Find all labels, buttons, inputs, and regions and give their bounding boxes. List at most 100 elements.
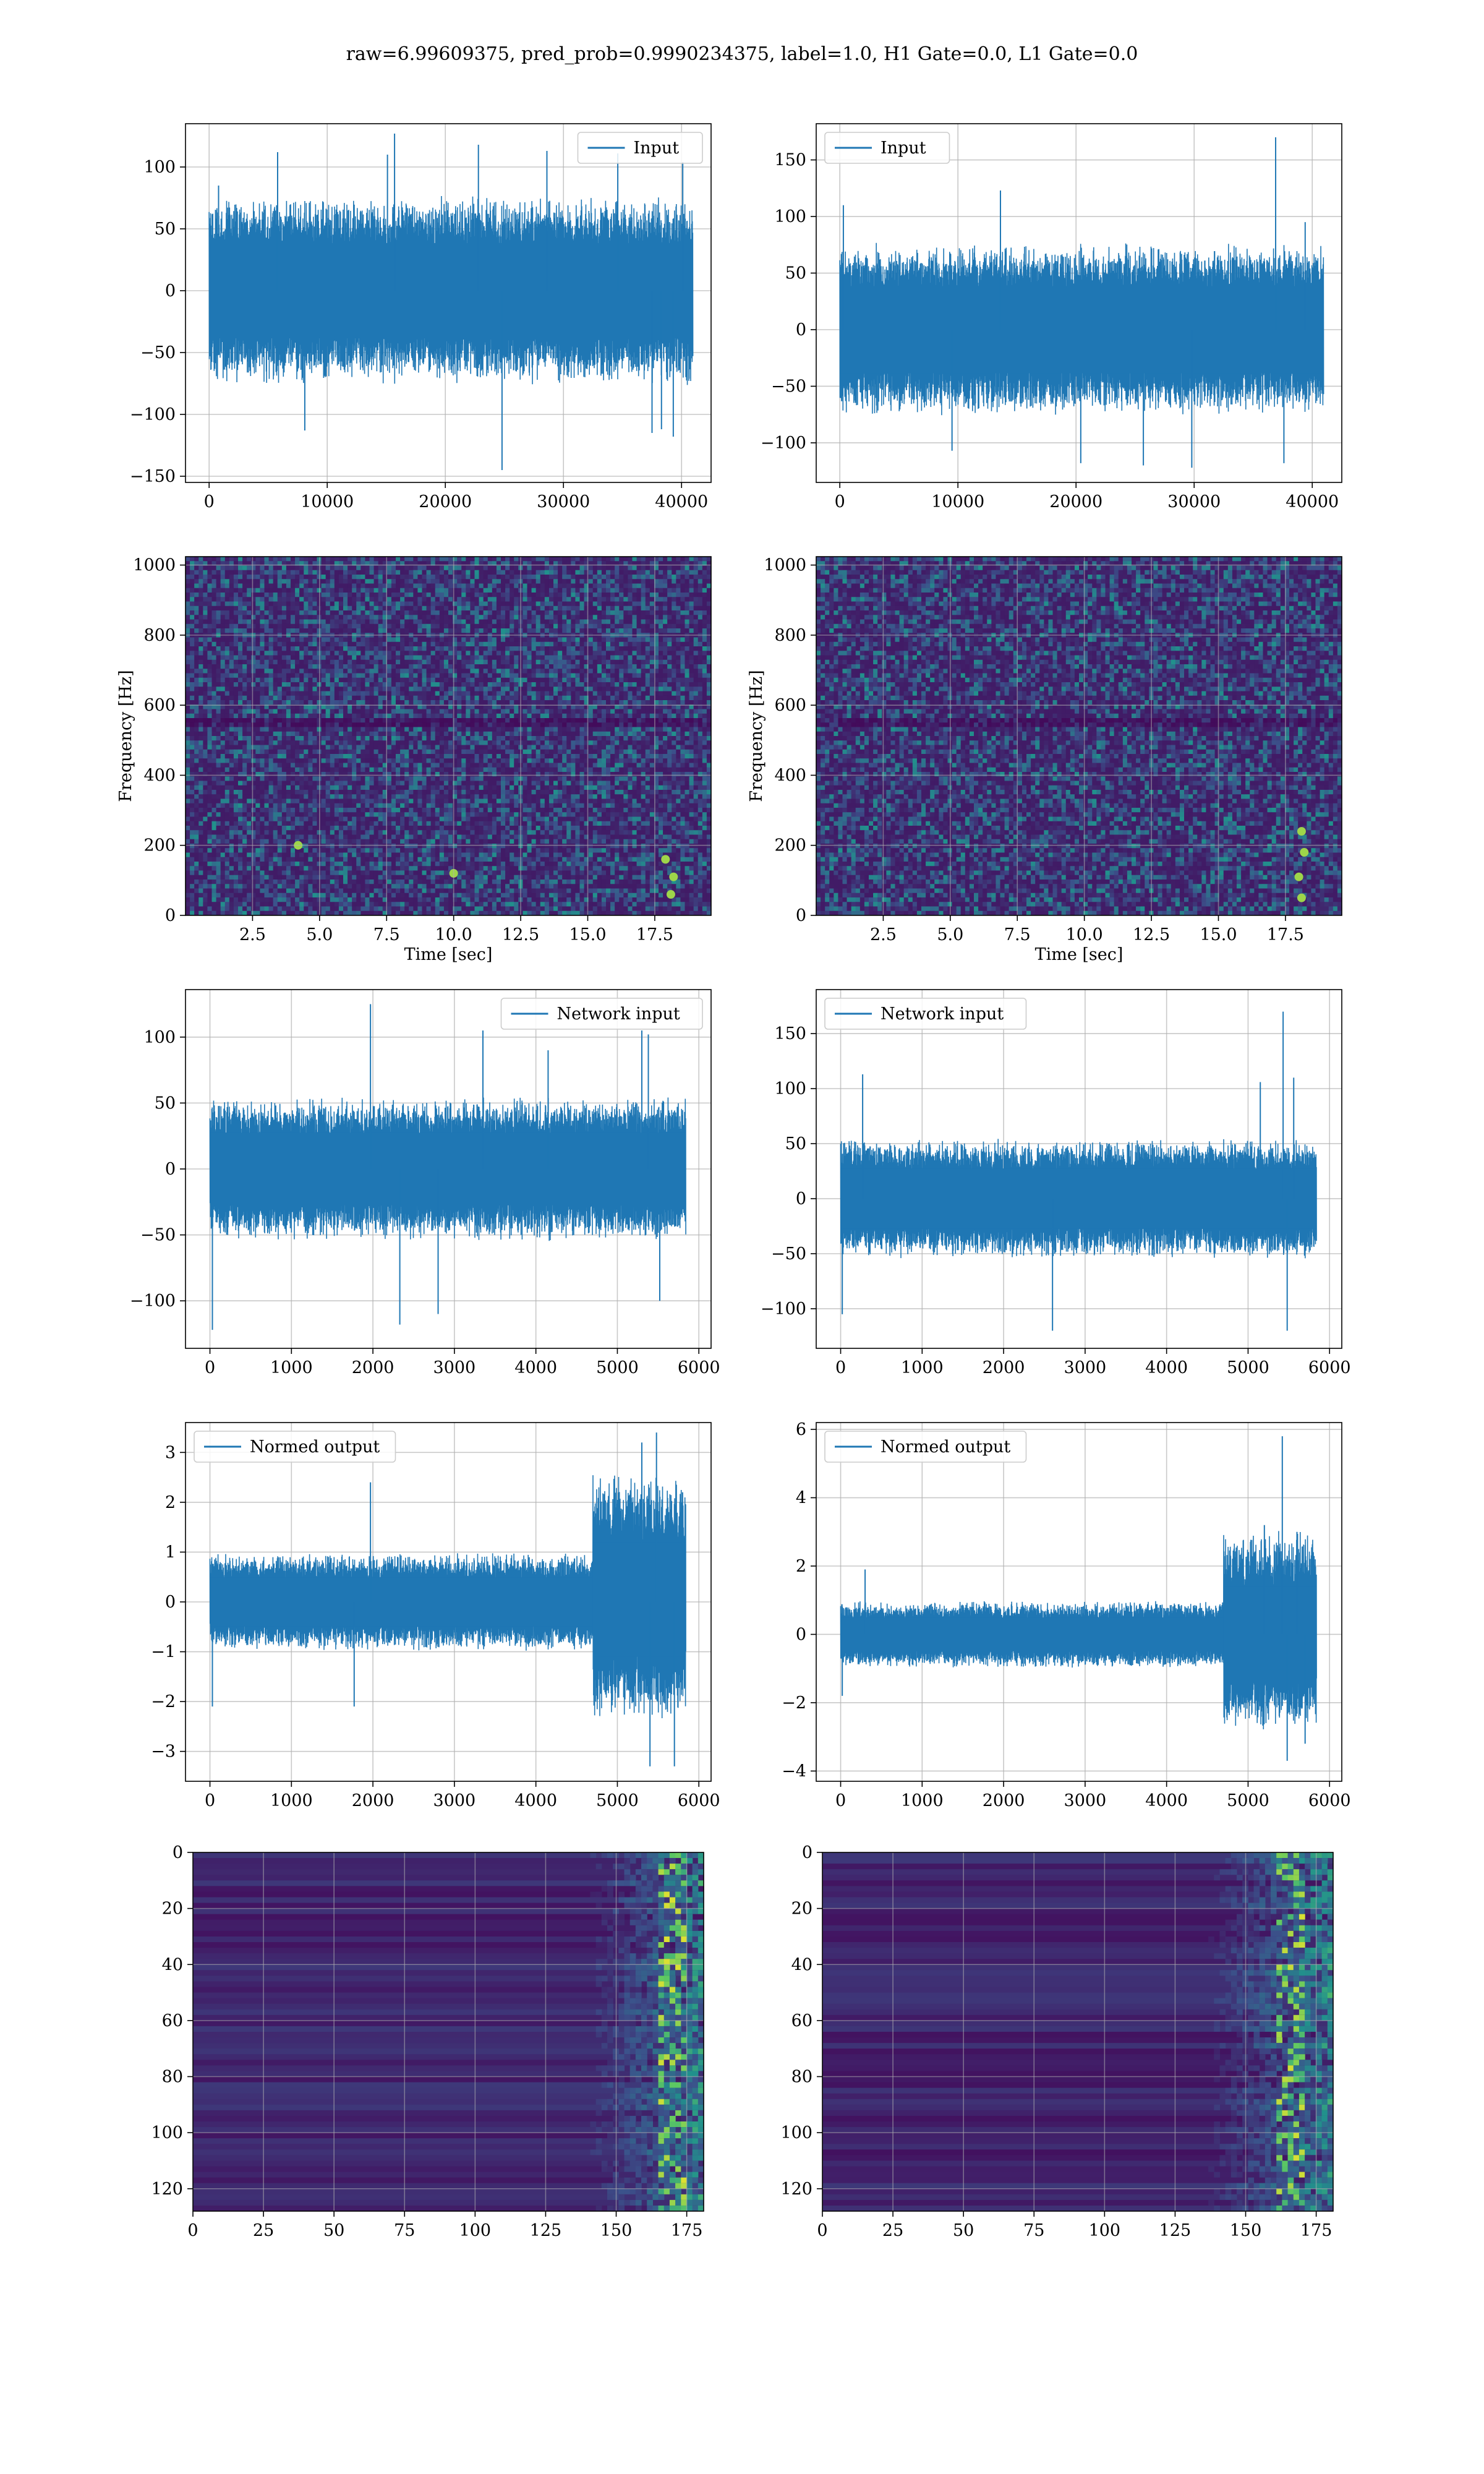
y-tick-label: 40 — [162, 1955, 183, 1974]
spectrogram-peak — [666, 890, 675, 899]
x-tick-label: 100 — [1089, 2221, 1121, 2240]
x-tick-label: 2000 — [983, 1791, 1025, 1810]
y-tick-label: −2 — [151, 1692, 176, 1711]
subplot-r1c1: 0 10000 20000 30000 40000 −150 −100 −50 0 50 100 In… — [130, 123, 712, 511]
axes-frame — [816, 989, 1342, 1349]
axes-frame — [822, 1852, 1334, 2212]
y-tick-label: 0 — [796, 906, 806, 925]
legend: Normed output — [824, 1431, 1027, 1463]
y-tick-label: 50 — [785, 1134, 806, 1154]
x-tick-label: 4000 — [514, 1791, 557, 1810]
x-tick-label: 0 — [187, 2221, 198, 2240]
x-tick-label: 6000 — [1308, 1791, 1351, 1810]
y-tick-label: 800 — [143, 626, 176, 645]
legend-box — [824, 998, 1027, 1030]
y-tick-label: 0 — [173, 1843, 183, 1862]
x-tick-label: 0 — [817, 2221, 827, 2240]
series-band — [840, 286, 1324, 374]
x-tick-label: 100 — [459, 2221, 492, 2240]
x-tick-label: 50 — [953, 2221, 974, 2240]
x-tick-label: 75 — [394, 2221, 415, 2240]
legend-box — [194, 1431, 396, 1463]
y-tick-label: 50 — [155, 1094, 176, 1113]
spectrogram-peak — [1297, 827, 1306, 836]
y-tick-label: −100 — [130, 405, 176, 424]
x-tick-label: 20000 — [1049, 492, 1102, 511]
y-tick-label: 100 — [774, 207, 806, 226]
y-tick-label: −150 — [130, 467, 176, 486]
x-tick-label: 15.0 — [569, 925, 606, 944]
x-tick-label: 125 — [1159, 2221, 1192, 2240]
y-tick-label: 60 — [162, 2011, 183, 2031]
plot-area — [186, 557, 711, 915]
y-tick-label: 3 — [165, 1443, 176, 1462]
y-tick-label: 120 — [780, 2180, 812, 2199]
x-tick-label: 0 — [205, 1791, 215, 1810]
spectrogram-peak — [1300, 848, 1309, 857]
series-band — [209, 243, 693, 338]
x-tick-label: 6000 — [1308, 1358, 1351, 1377]
y-tick-label: 1000 — [764, 556, 806, 575]
x-tick-label: 4000 — [514, 1358, 557, 1377]
legend-box — [824, 132, 950, 164]
legend-box — [824, 1431, 1027, 1463]
x-tick-label: 5.0 — [937, 925, 963, 944]
x-tick-label: 5000 — [1227, 1358, 1269, 1377]
x-tick-label: 0 — [204, 492, 215, 511]
y-tick-label: 0 — [796, 1625, 806, 1644]
y-tick-label: 120 — [151, 2180, 183, 2199]
legend: Network input — [500, 998, 703, 1030]
axes-frame — [816, 123, 1342, 483]
y-tick-label: −50 — [771, 377, 806, 396]
x-tick-label: 12.5 — [1133, 925, 1170, 944]
y-tick-label: 0 — [796, 1189, 806, 1209]
x-tick-label: 40000 — [1286, 492, 1339, 511]
y-tick-label: 200 — [143, 836, 176, 855]
y-tick-label: 100 — [151, 2123, 183, 2142]
y-tick-label: 1 — [165, 1543, 176, 1562]
y-tick-label: 40 — [791, 1955, 812, 1974]
y-tick-label: 100 — [143, 158, 176, 177]
y-tick-label: 0 — [165, 1593, 176, 1612]
subplot-r3c1: 0 1000 2000 3000 4000 5000 6000 −100 −50 0 50 100 Ne… — [130, 989, 720, 1377]
y-tick-label: −50 — [140, 343, 176, 362]
x-axis-label: Time [sec] — [404, 945, 493, 964]
legend-box — [500, 998, 703, 1030]
legend-label: Network input — [881, 1004, 1004, 1024]
y-tick-label: −2 — [782, 1693, 806, 1713]
plot-area — [816, 1423, 1342, 1781]
subplot-r3c2: 0 1000 2000 3000 4000 5000 6000 −100 −50 0 50 100 15… — [761, 989, 1351, 1377]
x-tick-label: 10.0 — [435, 925, 472, 944]
legend-label: Normed output — [881, 1437, 1010, 1457]
x-tick-label: 12.5 — [502, 925, 539, 944]
plot-area — [186, 1423, 711, 1781]
x-tick-label: 2000 — [352, 1791, 394, 1810]
spectrogram-peak — [1294, 872, 1303, 881]
y-tick-label: 20 — [162, 1899, 183, 1919]
spectrogram-peak — [661, 855, 670, 864]
x-tick-label: 1000 — [901, 1358, 944, 1377]
y-tick-label: −50 — [771, 1244, 806, 1264]
grid-lines — [816, 557, 1342, 915]
x-tick-label: 1000 — [270, 1791, 313, 1810]
plot-area — [193, 1852, 704, 2211]
y-tick-label: 0 — [165, 281, 176, 301]
subplot-r5c1: 0 25 50 75 100 125 150 175 0 20 40 60 80 100 120 — [151, 1843, 704, 2240]
y-axis-label: Frequency [Hz] — [747, 670, 766, 802]
y-tick-label: 1000 — [133, 556, 176, 575]
subplot-grid: 0 10000 20000 30000 40000−150−100−50050100In… — [116, 123, 1351, 2240]
y-tick-label: 400 — [143, 766, 176, 785]
y-tick-label: −3 — [151, 1742, 176, 1761]
subplot-r4c1: 0 1000 2000 3000 4000 5000 6000 −3 −2 −1 0 1 2 3 Norme… — [151, 1422, 720, 1810]
y-tick-label: 20 — [791, 1899, 812, 1919]
x-tick-label: 0 — [835, 1791, 846, 1810]
plot-area — [822, 1852, 1333, 2211]
x-tick-label: 4000 — [1145, 1358, 1188, 1377]
series-band-loud — [1223, 1586, 1317, 1679]
x-tick-label: 2000 — [352, 1358, 394, 1377]
x-tick-label: 3000 — [1064, 1358, 1107, 1377]
x-tick-label: 17.5 — [636, 925, 673, 944]
axes-frame — [185, 556, 712, 916]
subplot-r1c2: 0 10000 20000 30000 40000 −100 −50 0 50 100 150 Inp… — [761, 123, 1342, 511]
x-tick-label: 7.5 — [373, 925, 400, 944]
